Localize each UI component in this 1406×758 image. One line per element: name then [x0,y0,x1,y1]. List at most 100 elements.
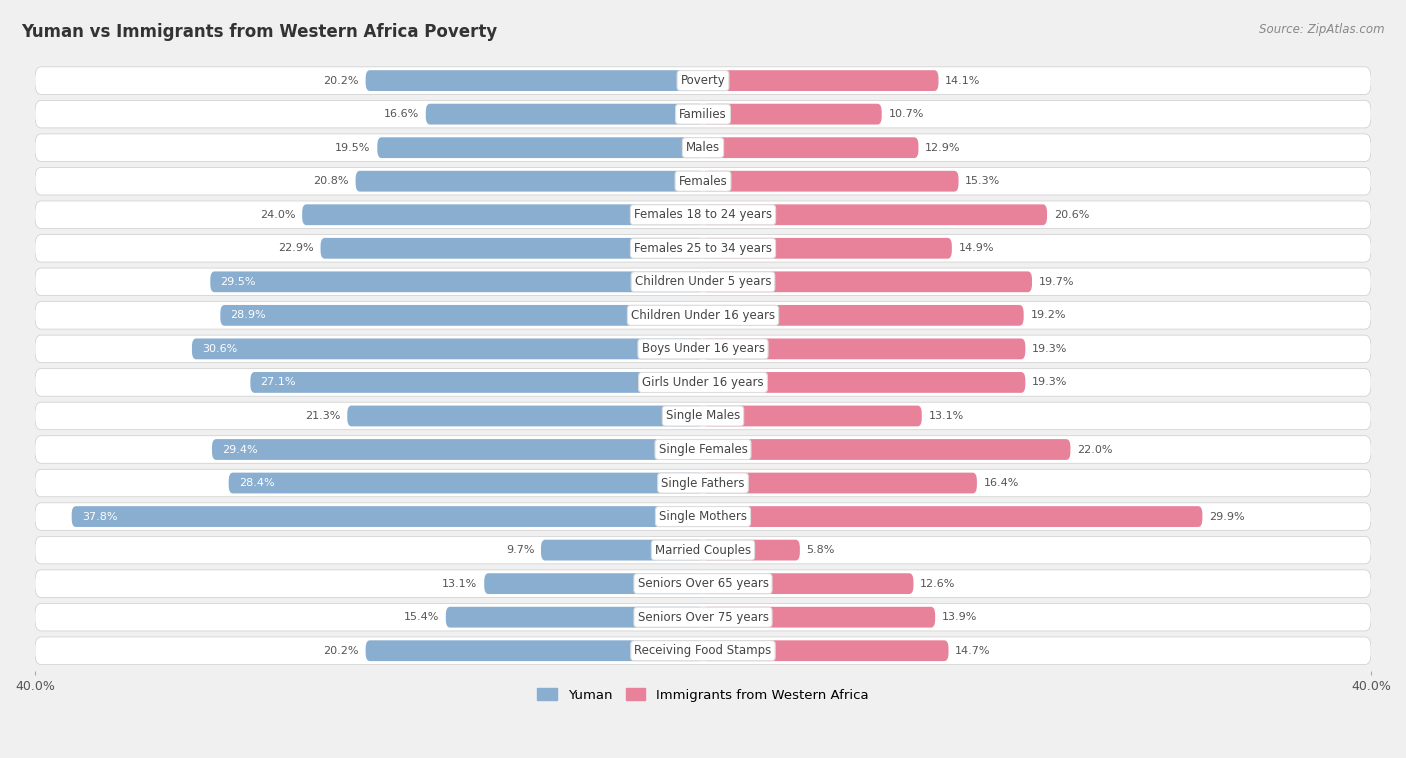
FancyBboxPatch shape [321,238,703,258]
Text: 29.4%: 29.4% [222,444,257,455]
FancyBboxPatch shape [35,436,1371,463]
Text: 20.8%: 20.8% [314,176,349,186]
FancyBboxPatch shape [35,537,1371,564]
FancyBboxPatch shape [366,641,703,661]
FancyBboxPatch shape [703,137,918,158]
Text: Yuman vs Immigrants from Western Africa Poverty: Yuman vs Immigrants from Western Africa … [21,23,498,41]
FancyBboxPatch shape [35,637,1371,665]
Text: Seniors Over 75 years: Seniors Over 75 years [637,611,769,624]
FancyBboxPatch shape [35,469,1371,496]
FancyBboxPatch shape [193,339,703,359]
Text: 20.2%: 20.2% [323,76,359,86]
Text: Females 25 to 34 years: Females 25 to 34 years [634,242,772,255]
Text: 29.9%: 29.9% [1209,512,1244,522]
FancyBboxPatch shape [541,540,703,560]
FancyBboxPatch shape [703,305,1024,326]
Text: 13.1%: 13.1% [443,578,478,589]
Text: 14.9%: 14.9% [959,243,994,253]
FancyBboxPatch shape [703,271,1032,293]
FancyBboxPatch shape [35,570,1371,597]
Text: 22.0%: 22.0% [1077,444,1112,455]
Text: 15.4%: 15.4% [404,612,439,622]
FancyBboxPatch shape [35,503,1371,531]
FancyBboxPatch shape [212,439,703,460]
FancyBboxPatch shape [703,70,938,91]
FancyBboxPatch shape [35,201,1371,228]
Text: 27.1%: 27.1% [260,377,295,387]
FancyBboxPatch shape [35,302,1371,329]
Text: Single Females: Single Females [658,443,748,456]
FancyBboxPatch shape [221,305,703,326]
FancyBboxPatch shape [356,171,703,192]
Text: Males: Males [686,141,720,154]
Text: Boys Under 16 years: Boys Under 16 years [641,343,765,356]
FancyBboxPatch shape [302,205,703,225]
FancyBboxPatch shape [250,372,703,393]
Text: 16.4%: 16.4% [984,478,1019,488]
Text: 19.7%: 19.7% [1039,277,1074,287]
Text: 22.9%: 22.9% [278,243,314,253]
FancyBboxPatch shape [35,134,1371,161]
Text: 16.6%: 16.6% [384,109,419,119]
Text: Source: ZipAtlas.com: Source: ZipAtlas.com [1260,23,1385,36]
Text: Single Males: Single Males [666,409,740,422]
Text: 30.6%: 30.6% [202,344,238,354]
Text: 10.7%: 10.7% [889,109,924,119]
Text: 14.7%: 14.7% [955,646,991,656]
Text: Poverty: Poverty [681,74,725,87]
FancyBboxPatch shape [703,104,882,124]
FancyBboxPatch shape [703,339,1025,359]
FancyBboxPatch shape [35,268,1371,296]
Text: 15.3%: 15.3% [965,176,1001,186]
FancyBboxPatch shape [703,473,977,493]
FancyBboxPatch shape [35,368,1371,396]
FancyBboxPatch shape [703,540,800,560]
FancyBboxPatch shape [703,372,1025,393]
Text: Seniors Over 65 years: Seniors Over 65 years [637,577,769,590]
FancyBboxPatch shape [377,137,703,158]
Text: Families: Families [679,108,727,121]
FancyBboxPatch shape [426,104,703,124]
FancyBboxPatch shape [703,607,935,628]
Text: 19.2%: 19.2% [1031,310,1066,321]
FancyBboxPatch shape [484,573,703,594]
FancyBboxPatch shape [366,70,703,91]
Text: Single Fathers: Single Fathers [661,477,745,490]
Text: 9.7%: 9.7% [506,545,534,555]
FancyBboxPatch shape [347,406,703,426]
Text: 28.9%: 28.9% [231,310,266,321]
Text: Females 18 to 24 years: Females 18 to 24 years [634,208,772,221]
FancyBboxPatch shape [35,100,1371,128]
Text: 12.6%: 12.6% [920,578,956,589]
FancyBboxPatch shape [703,506,1202,527]
Text: 13.1%: 13.1% [928,411,963,421]
Text: Females: Females [679,174,727,188]
Text: Children Under 16 years: Children Under 16 years [631,309,775,322]
Text: 19.5%: 19.5% [335,143,371,152]
FancyBboxPatch shape [703,573,914,594]
FancyBboxPatch shape [72,506,703,527]
FancyBboxPatch shape [35,67,1371,94]
Text: 19.3%: 19.3% [1032,377,1067,387]
Text: 5.8%: 5.8% [807,545,835,555]
Text: Children Under 5 years: Children Under 5 years [634,275,772,288]
FancyBboxPatch shape [703,406,922,426]
Text: 12.9%: 12.9% [925,143,960,152]
FancyBboxPatch shape [703,171,959,192]
FancyBboxPatch shape [35,402,1371,430]
FancyBboxPatch shape [35,335,1371,362]
Text: 21.3%: 21.3% [305,411,340,421]
Text: 28.4%: 28.4% [239,478,274,488]
Legend: Yuman, Immigrants from Western Africa: Yuman, Immigrants from Western Africa [533,683,873,707]
FancyBboxPatch shape [35,234,1371,262]
Text: 14.1%: 14.1% [945,76,980,86]
FancyBboxPatch shape [703,205,1047,225]
FancyBboxPatch shape [35,603,1371,631]
FancyBboxPatch shape [229,473,703,493]
Text: Girls Under 16 years: Girls Under 16 years [643,376,763,389]
Text: 24.0%: 24.0% [260,210,295,220]
Text: 19.3%: 19.3% [1032,344,1067,354]
Text: Receiving Food Stamps: Receiving Food Stamps [634,644,772,657]
FancyBboxPatch shape [446,607,703,628]
FancyBboxPatch shape [703,238,952,258]
